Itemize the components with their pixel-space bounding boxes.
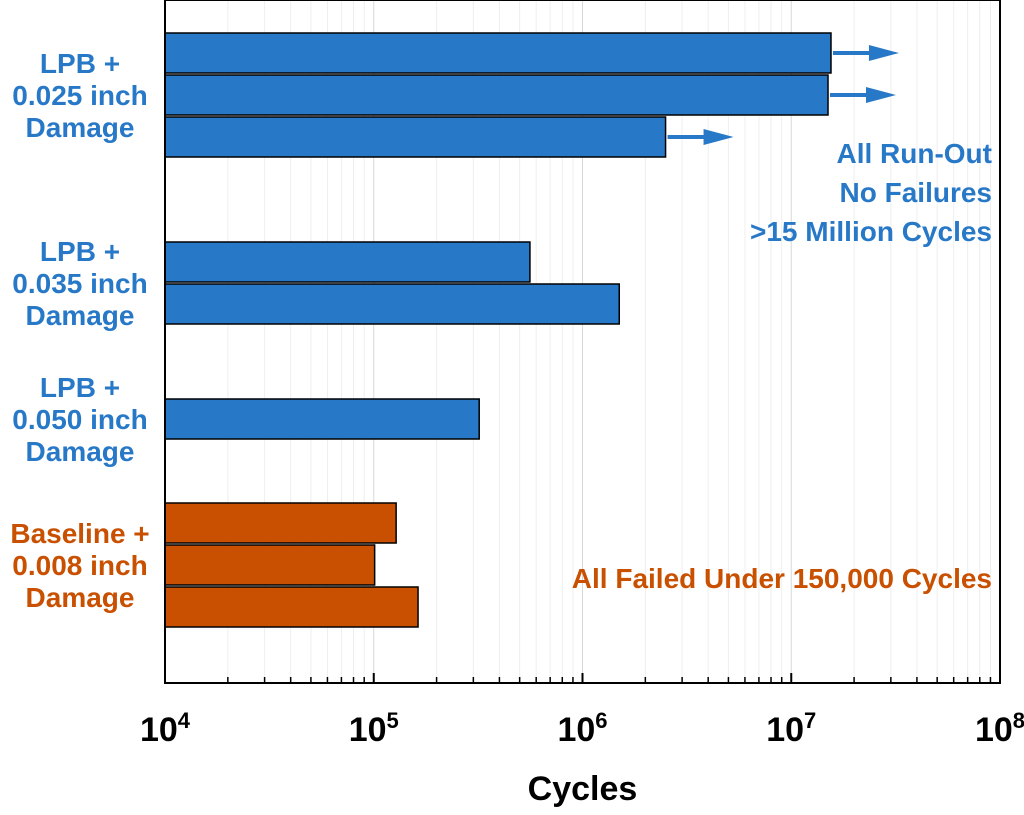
- group-label-line: Damage: [26, 300, 135, 331]
- group-label-line: LPB +: [40, 372, 120, 403]
- tick-exponent: 4: [178, 708, 191, 733]
- runout-arrow-head: [866, 87, 897, 103]
- x-tick-label: 106: [557, 708, 607, 749]
- annotation-line: All Run-Out: [836, 138, 992, 169]
- group-label: Baseline +0.008 inch Damage: [10, 518, 149, 613]
- runout-arrows: [667, 45, 899, 145]
- bar: [164, 502, 397, 544]
- group-label-line: Damage: [26, 582, 135, 613]
- bar: [164, 74, 829, 116]
- annotations: All Run-Out No Failures >15 Million Cycles…: [572, 138, 992, 594]
- group-label-line: LPB +: [40, 236, 120, 267]
- group-label-line: Damage: [26, 112, 135, 143]
- bar: [164, 116, 667, 158]
- bar: [164, 241, 531, 283]
- bar: [164, 32, 832, 74]
- annotation: All Run-Out No Failures >15 Million Cycles: [750, 138, 992, 247]
- x-tick-label: 105: [349, 708, 399, 749]
- x-tick-label: 107: [766, 708, 816, 749]
- group-label-line: Baseline +: [10, 518, 149, 549]
- group-label: LPB +0.050 inch Damage: [12, 372, 147, 467]
- tick-base: 10: [140, 711, 178, 749]
- runout-arrow-head: [703, 129, 734, 145]
- annotation: All Failed Under 150,000 Cycles: [572, 563, 992, 594]
- tick-exponent: 7: [804, 708, 816, 733]
- x-axis-title: Cycles: [528, 770, 638, 808]
- annotation-line: No Failures: [840, 177, 992, 208]
- group-label-line: LPB +: [40, 48, 120, 79]
- group-label: LPB +0.035 inch Damage: [12, 236, 147, 331]
- tick-base: 10: [349, 711, 387, 749]
- runout-arrow-head: [868, 45, 899, 61]
- tick-base: 10: [557, 711, 595, 749]
- group-label-line: 0.050 inch: [12, 404, 147, 435]
- bars: [164, 32, 832, 628]
- group-label-line: 0.025 inch: [12, 80, 147, 111]
- bar: [164, 398, 480, 440]
- tick-base: 10: [766, 711, 804, 749]
- group-label-line: Damage: [26, 436, 135, 467]
- tick-exponent: 6: [595, 708, 607, 733]
- x-tick-label: 104: [140, 708, 191, 749]
- annotation-line: >15 Million Cycles: [750, 216, 992, 247]
- bar: [164, 283, 621, 325]
- tick-exponent: 5: [387, 708, 399, 733]
- group-label-line: 0.035 inch: [12, 268, 147, 299]
- tick-exponent: 8: [1013, 708, 1024, 733]
- annotation-line: All Failed Under 150,000 Cycles: [572, 563, 992, 594]
- group-label: LPB +0.025 inch Damage: [12, 48, 147, 143]
- tick-base: 10: [975, 711, 1013, 749]
- x-axis-ticks: 104 105 106 107 108: [140, 673, 1024, 749]
- x-tick-label: 108: [975, 708, 1024, 749]
- group-label-line: 0.008 inch: [12, 550, 147, 581]
- bar: [164, 544, 376, 586]
- bar: [164, 586, 419, 628]
